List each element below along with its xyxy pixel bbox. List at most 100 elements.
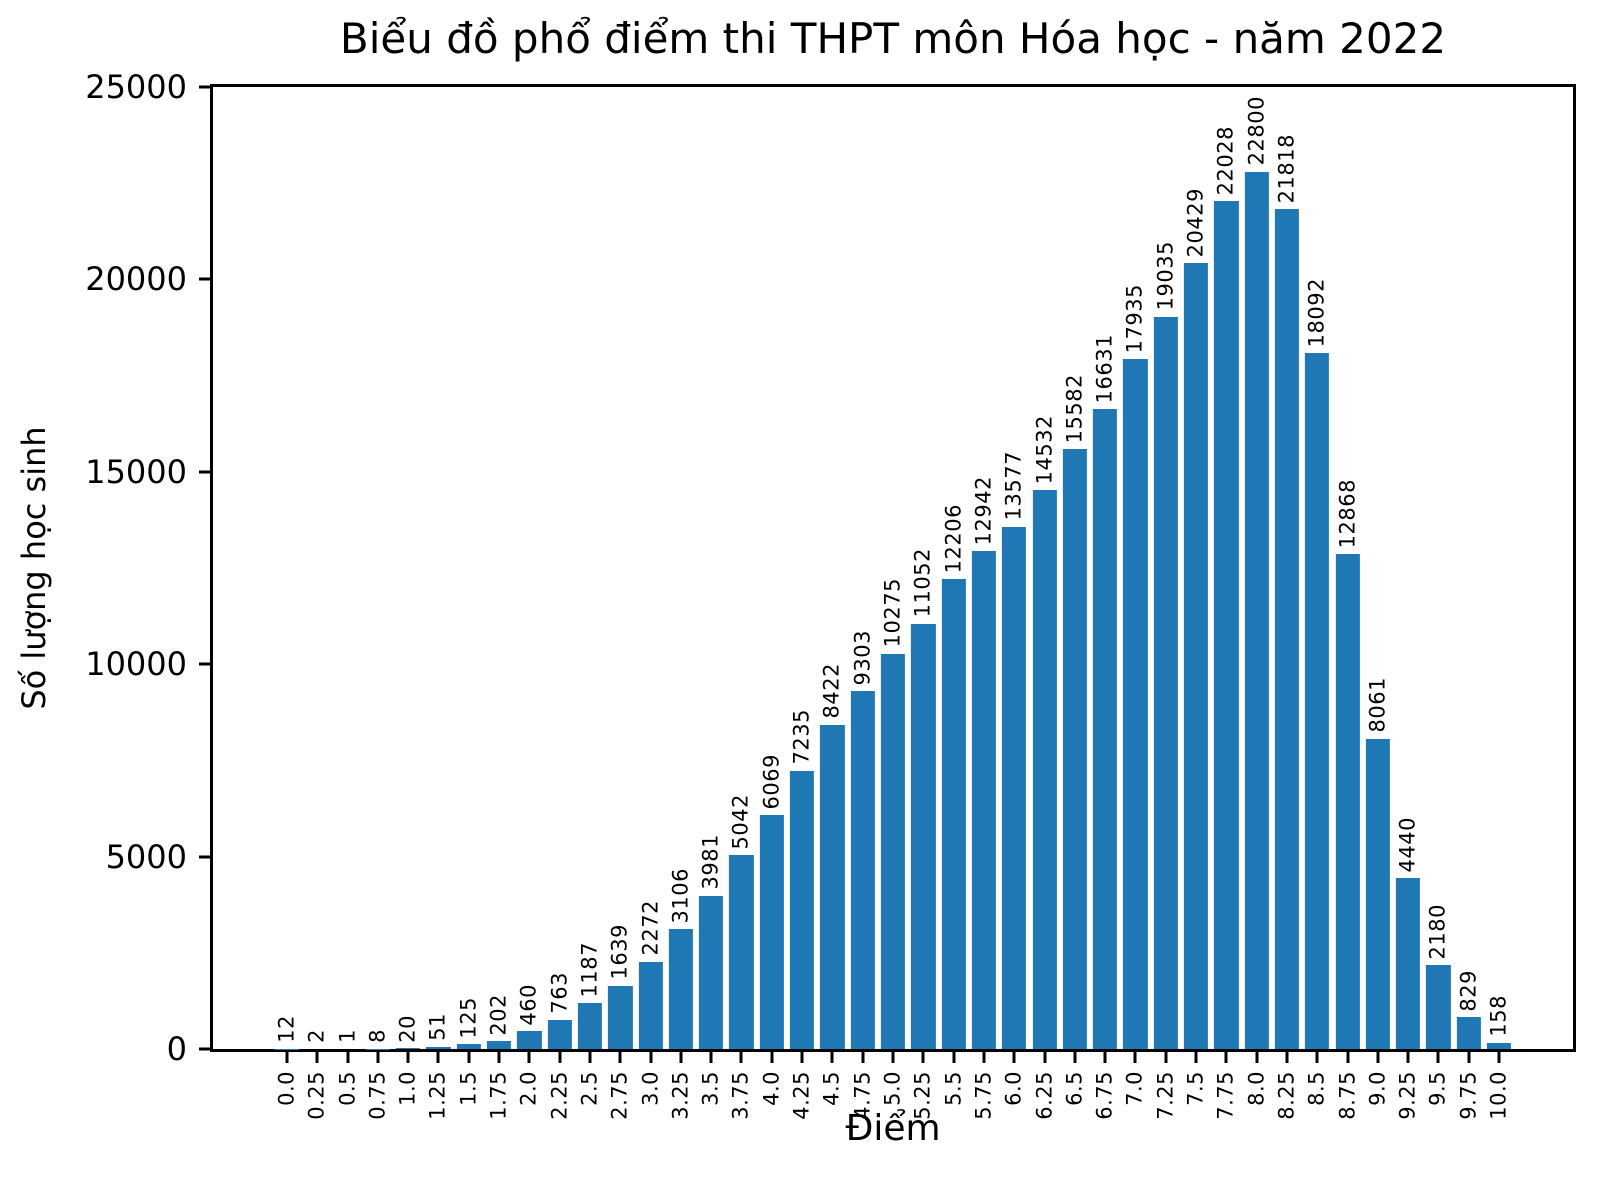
bar [1062,449,1087,1049]
x-tick-mark [1012,1052,1016,1063]
bar-value-label: 2 [304,1029,329,1043]
x-tick-mark [830,1052,834,1063]
bar [1486,1042,1512,1049]
x-tick-mark [1133,1052,1137,1063]
x-tick-label: 1.5 [456,1071,481,1106]
bar-value-label: 22028 [1213,126,1238,196]
bar-value-label: 13577 [1001,451,1026,521]
bar-value-label: 7235 [789,709,814,765]
x-tick-mark [952,1052,956,1063]
bar-value-label: 2272 [638,900,663,956]
y-tick-label: 15000 [85,452,187,491]
x-tick-label: 9.0 [1365,1071,1390,1106]
x-tick-label: 9.5 [1425,1071,1450,1106]
bar-value-label: 20 [395,1014,420,1043]
x-tick-mark [1164,1052,1168,1063]
bar-value-label: 12206 [941,504,966,574]
bar-value-label: 829 [1456,969,1481,1012]
x-tick-label: 2.5 [577,1071,602,1106]
bar-value-label: 8 [365,1028,390,1043]
x-tick-mark [1497,1052,1501,1063]
x-tick-mark [1346,1052,1350,1063]
bar-value-label: 51 [425,1013,450,1042]
bar [1183,262,1209,1049]
bar [789,770,815,1049]
x-tick-label: 6.5 [1062,1071,1087,1106]
x-tick-mark [1467,1052,1471,1063]
x-tick-mark [1103,1052,1107,1063]
x-tick-label: 8.0 [1244,1071,1269,1106]
x-tick-mark [1315,1052,1319,1063]
x-tick-label: 8.5 [1304,1071,1329,1106]
bar-value-label: 14532 [1032,414,1056,484]
x-tick-mark [467,1052,471,1063]
chart-title: Biểu đồ phổ điểm thi THPT môn Hóa học - … [339,14,1447,63]
x-tick-mark [770,1052,774,1063]
x-axis-title: Điểm [845,1108,941,1149]
x-tick-mark [921,1052,925,1063]
bar [759,815,784,1049]
bar [1305,352,1330,1049]
y-tick-mark [199,855,210,859]
x-tick-label: 4.5 [819,1071,844,1106]
bar-value-label: 21818 [1274,134,1299,204]
x-tick-mark [891,1052,895,1063]
bar-value-label: 125 [456,996,481,1039]
x-tick-mark [558,1052,562,1063]
x-tick-mark [1285,1052,1289,1063]
bar-value-label: 158 [1486,995,1511,1037]
bar-value-label: 3981 [698,834,723,890]
x-tick-mark [1224,1052,1228,1063]
bar [1335,553,1360,1049]
bar [1092,409,1118,1049]
x-tick-label: 3.0 [638,1071,663,1106]
bar-value-label: 17935 [1122,283,1147,353]
x-tick-label: 5.5 [941,1071,966,1106]
bar-value-label: 2180 [1425,903,1450,960]
bar-value-label: 9303 [850,629,875,686]
x-tick-mark [527,1052,531,1063]
bar-value-label: 4440 [1395,816,1420,873]
bar-value-label: 1 [335,1029,360,1043]
y-tick-label: 10000 [85,645,187,684]
bar [729,854,754,1049]
bar [577,1003,603,1049]
x-tick-label: 7.5 [1183,1071,1208,1106]
y-tick-label: 5000 [105,837,187,876]
x-tick-label: 7.0 [1122,1071,1147,1106]
x-tick-mark [406,1052,410,1063]
bar [1153,316,1178,1049]
bar [638,961,663,1049]
x-tick-mark [800,1052,804,1063]
y-tick-label: 25000 [85,68,187,106]
x-tick-mark [315,1052,319,1063]
bar-value-label: 1639 [607,924,632,980]
x-tick-mark [1255,1052,1259,1063]
bar [517,1031,542,1049]
bar [820,724,845,1049]
bar-value-label: 19035 [1153,241,1178,311]
y-tick-mark [199,85,210,89]
bar [971,551,997,1049]
bar-value-label: 12 [274,1014,299,1043]
bar [1274,209,1300,1049]
x-tick-mark [1043,1052,1046,1063]
bar [1123,358,1148,1049]
x-tick-label: 2.0 [516,1071,541,1106]
x-tick-label: 6.0 [1001,1071,1026,1106]
y-tick-mark [199,1047,210,1051]
bar-value-label: 22800 [1244,96,1269,166]
bar [486,1041,512,1049]
x-tick-mark [285,1052,289,1063]
x-tick-mark [1194,1052,1198,1063]
y-axis-title: Số lượng học sinh [15,426,53,710]
x-tick-label: 4.0 [759,1071,784,1106]
bar [668,929,693,1049]
bar-value-label: 3106 [668,868,693,924]
x-tick-label: 5.0 [880,1071,905,1106]
bar [1426,965,1451,1049]
y-tick-mark [199,662,210,666]
y-tick-mark [199,277,210,281]
bar [1244,171,1269,1049]
